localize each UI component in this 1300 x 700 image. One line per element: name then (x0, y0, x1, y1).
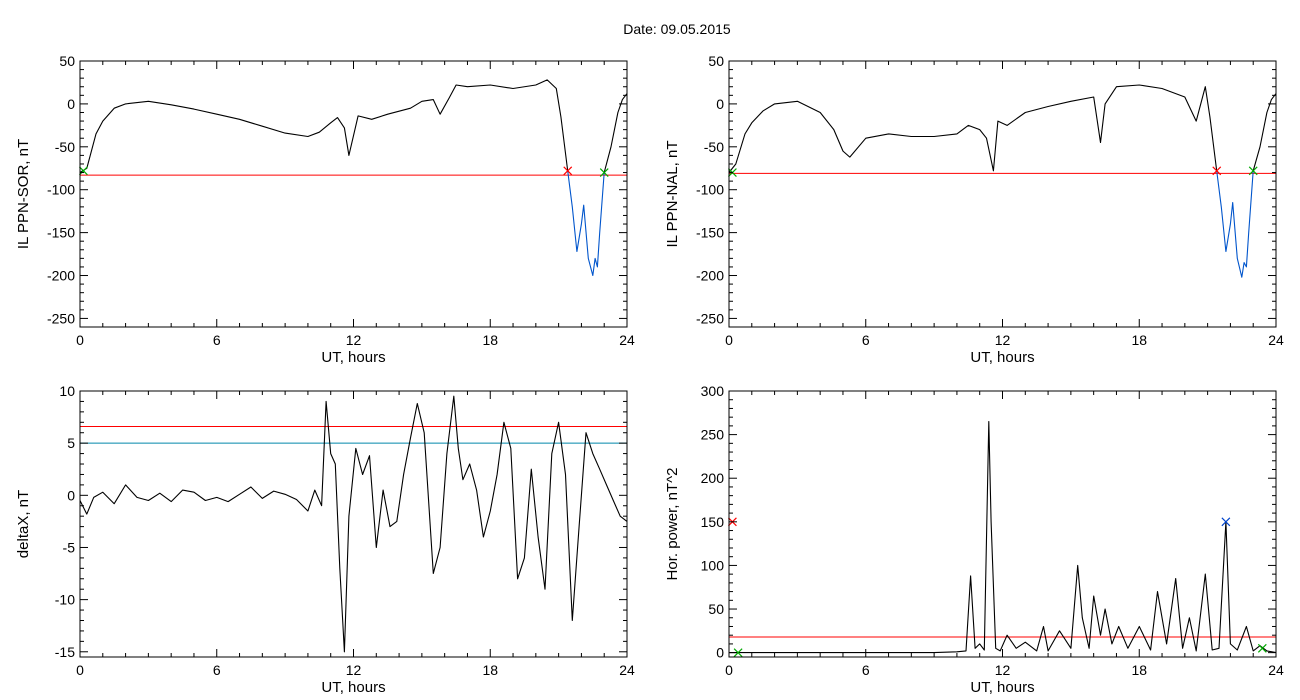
y-tick-label: -15 (55, 644, 75, 660)
x-tick-label: 6 (862, 332, 870, 348)
y-tick-label: 250 (701, 427, 725, 443)
x-tick-label: 6 (862, 662, 870, 678)
panel-hor-power: 0 6 12 18 24 0 50 100 150 200 250 300 UT, hours Hor. … (664, 383, 1284, 696)
x-axis-label: UT, hours (970, 679, 1034, 696)
x-tick-label: 0 (725, 662, 733, 678)
x-tick-label: 24 (1268, 332, 1284, 348)
y-tick-label: -150 (696, 225, 724, 241)
series-line (728, 84, 1218, 173)
data-marker (1221, 517, 1231, 527)
data-marker (1248, 166, 1258, 176)
y-tick-label: -200 (696, 268, 724, 284)
series-line (79, 395, 628, 653)
x-axis-label: UT, hours (321, 679, 385, 696)
y-tick-label: -10 (55, 592, 75, 608)
x-axis-label: UT, hours (321, 349, 385, 366)
y-tick-label: 50 (59, 53, 75, 69)
x-tick-label: 0 (725, 332, 733, 348)
y-tick-label: 150 (701, 514, 725, 530)
data-marker (599, 168, 609, 177)
x-tick-label: 18 (482, 332, 498, 348)
plot-frame (79, 60, 628, 328)
y-axis-label: IL PPN-SOR, nT (15, 139, 32, 249)
chart-title: Date: 09.05.2015 (623, 21, 731, 37)
y-axis-label: deltaX, nT (15, 490, 32, 558)
y-tick-label: -50 (704, 139, 724, 155)
series-line (729, 420, 1277, 654)
y-tick-label: 0 (716, 96, 724, 112)
x-tick-label: 12 (346, 662, 362, 678)
x-tick-label: 6 (213, 662, 221, 678)
x-tick-label: 24 (619, 332, 635, 348)
data-marker (563, 166, 573, 176)
y-tick-label: -200 (47, 268, 75, 284)
y-tick-label: 50 (708, 601, 724, 617)
y-tick-label: 10 (59, 383, 75, 399)
y-axis-label: Hor. power, nT^2 (664, 468, 681, 581)
plot-frame (728, 390, 1277, 658)
x-tick-label: 24 (1268, 662, 1284, 678)
series-line (1216, 170, 1254, 278)
x-axis-label: UT, hours (970, 349, 1034, 366)
y-tick-label: 100 (701, 557, 725, 573)
y-tick-label: -150 (47, 225, 75, 241)
y-tick-label: 300 (701, 383, 725, 399)
y-tick-label: -100 (47, 182, 75, 198)
y-tick-label: -250 (47, 310, 75, 326)
series-line (79, 79, 569, 173)
data-marker (733, 648, 743, 658)
x-tick-label: 12 (995, 662, 1011, 678)
plot-frame (728, 60, 1277, 328)
x-tick-label: 12 (995, 332, 1011, 348)
series-line (567, 170, 605, 277)
y-tick-label: 0 (67, 96, 75, 112)
data-marker (78, 166, 88, 176)
x-tick-label: 12 (346, 332, 362, 348)
y-tick-label: 0 (67, 487, 75, 503)
y-tick-label: 0 (716, 645, 724, 661)
x-tick-label: 24 (619, 662, 635, 678)
y-tick-label: -50 (55, 139, 75, 155)
x-tick-label: 18 (482, 662, 498, 678)
plot-frame (79, 390, 628, 658)
panel-deltax: 0 6 12 18 24 -15 -10 -5 0 5 10 UT, hours deltaX, nT (15, 383, 635, 696)
y-tick-label: -250 (696, 310, 724, 326)
x-tick-label: 18 (1131, 662, 1147, 678)
series-line (1252, 93, 1277, 171)
y-tick-label: 5 (67, 435, 75, 451)
x-tick-label: 18 (1131, 332, 1147, 348)
y-tick-label: 200 (701, 470, 725, 486)
panel-ppn-sor: 0 6 12 18 24 -250 -200 -150 -100 -50 0 50 UT, hours I… (15, 53, 635, 366)
x-tick-label: 0 (76, 332, 84, 348)
y-tick-label: -100 (696, 182, 724, 198)
y-tick-label: 50 (708, 53, 724, 69)
x-tick-label: 6 (213, 332, 221, 348)
x-tick-label: 0 (76, 662, 84, 678)
y-axis-label: IL PPN-NAL, nT (664, 141, 681, 248)
data-marker (1212, 166, 1222, 176)
y-tick-label: -5 (63, 539, 76, 555)
panel-ppn-nal: 0 6 12 18 24 -250 -200 -150 -100 -50 0 50 UT, hours I… (664, 53, 1284, 366)
data-marker (1257, 643, 1267, 653)
series-line (603, 93, 628, 173)
